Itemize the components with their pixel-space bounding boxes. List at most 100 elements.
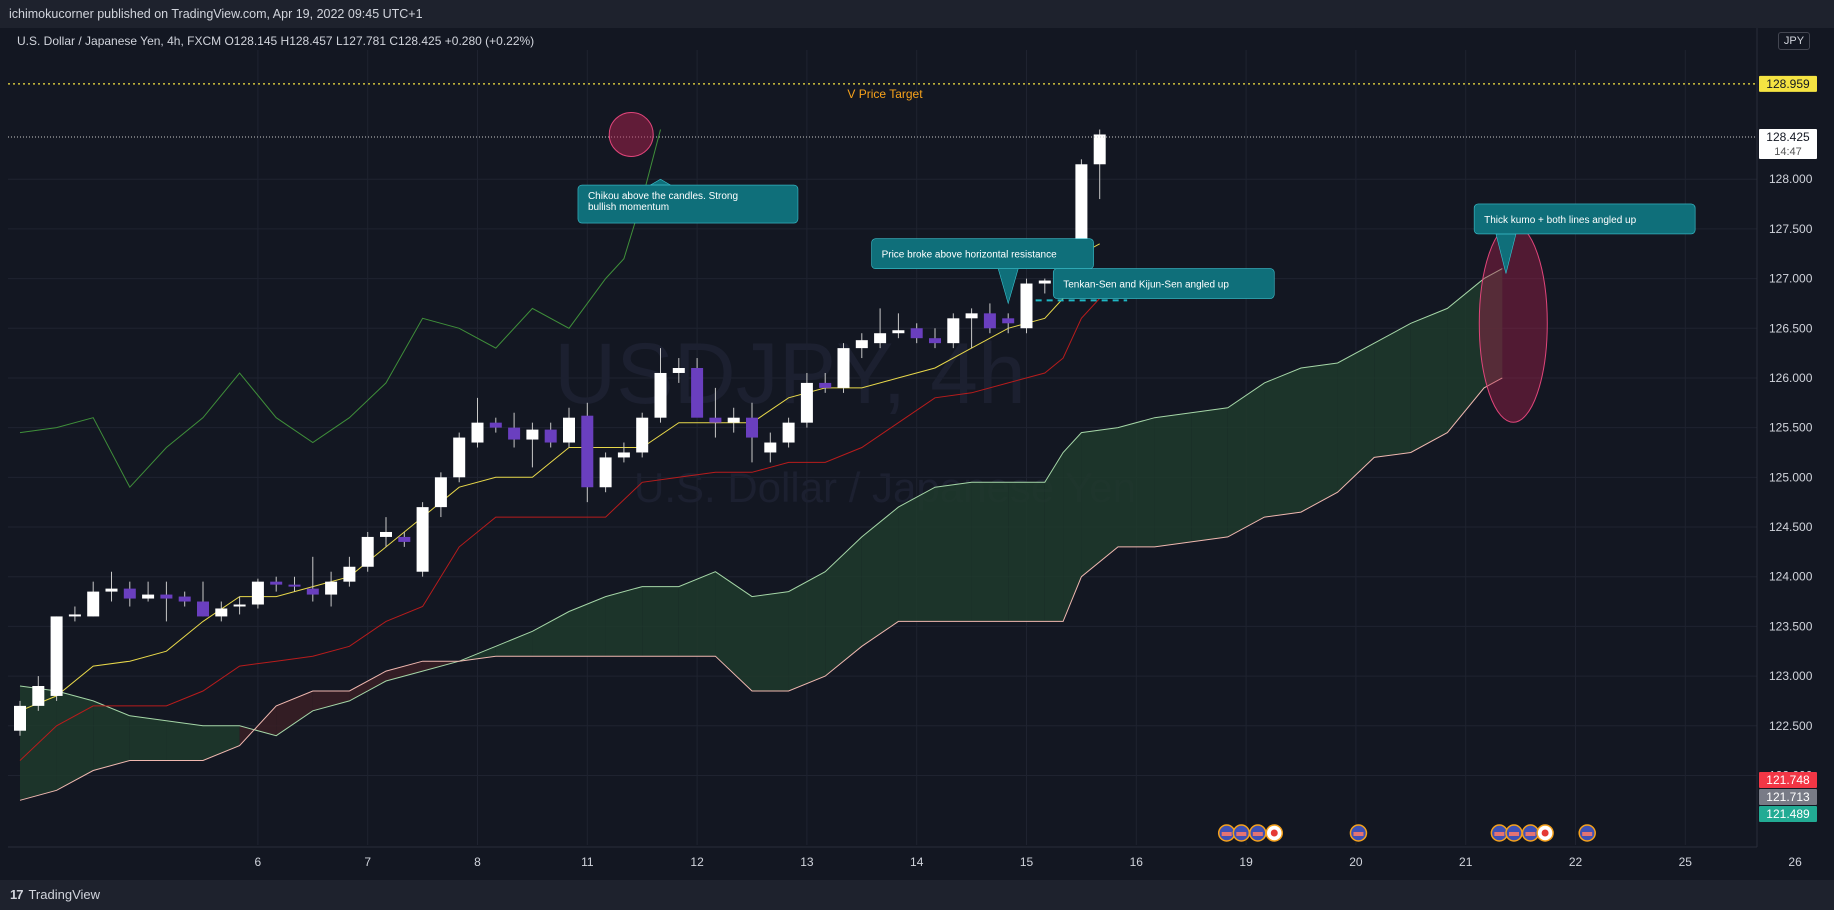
kumo-cloud-segment xyxy=(788,571,826,691)
senkou-span-a-line xyxy=(19,268,1503,737)
open-value: 128.145 xyxy=(233,34,278,48)
open-label: O xyxy=(224,34,234,48)
candle-body xyxy=(288,584,301,587)
span-badge-red xyxy=(1759,772,1817,788)
low-label: L xyxy=(335,34,343,48)
price-target-badge xyxy=(1759,75,1817,92)
kumo-cloud-segment xyxy=(898,487,935,622)
y-tick-label: 126.000 xyxy=(1769,371,1813,385)
y-tick-label: 127.000 xyxy=(1769,272,1813,286)
x-tick-label: 14 xyxy=(910,855,924,869)
candle-body xyxy=(910,328,923,339)
candle-body xyxy=(270,581,283,585)
kumo-cloud-segment xyxy=(349,671,386,701)
candle-body xyxy=(782,422,795,443)
candle-body xyxy=(87,591,100,617)
published-header: ichimokucorner published on TradingView.… xyxy=(0,0,1834,28)
current-price-countdown: 14:47 xyxy=(1774,146,1802,158)
x-tick-label: 13 xyxy=(800,855,814,869)
candle-body xyxy=(398,536,411,542)
candle-body xyxy=(1075,164,1088,249)
kumo-cloud-segment xyxy=(752,591,789,691)
candle-body xyxy=(983,313,996,329)
candle-body xyxy=(617,452,630,458)
price-target-badge-text: 128.959 xyxy=(1766,77,1810,91)
ohlc-legend: U.S. Dollar / Japanese Yen, 4h, FXCM O12… xyxy=(17,34,534,48)
candle-body xyxy=(709,417,722,423)
span-badge-red-text: 121.748 xyxy=(1766,773,1810,787)
tradingview-logo-icon[interactable]: 17 xyxy=(10,887,24,902)
tradingview-brand[interactable]: TradingView xyxy=(28,887,101,902)
x-tick-label: 12 xyxy=(690,855,704,869)
x-tick-label: 25 xyxy=(1679,855,1693,869)
published-text: ichimokucorner published on TradingView.… xyxy=(9,7,423,21)
x-tick-label: 19 xyxy=(1239,855,1253,869)
candle-body xyxy=(581,415,594,488)
kumo-cloud-segment xyxy=(1337,343,1375,493)
candle-body xyxy=(563,417,575,443)
kumo-cloud-segment xyxy=(1374,323,1411,458)
kumo-cloud-segment xyxy=(532,611,569,657)
low-value: 127.781 xyxy=(342,34,387,48)
candle-body xyxy=(1093,134,1106,165)
candle-body xyxy=(654,372,667,418)
candle-body xyxy=(929,338,941,344)
y-tick-label: 124.000 xyxy=(1769,570,1813,584)
candle-body xyxy=(160,594,173,599)
y-tick-label: 125.500 xyxy=(1769,421,1813,435)
kumo-cloud-segment xyxy=(386,661,423,682)
currency-button[interactable]: JPY xyxy=(1778,32,1810,50)
candle-body xyxy=(453,437,466,478)
price-axis-bg xyxy=(1757,28,1834,880)
y-tick-label: 123.000 xyxy=(1769,669,1813,683)
close-label: C xyxy=(389,34,399,48)
candle-body xyxy=(746,417,758,438)
kumo-cloud-segment xyxy=(1008,482,1045,622)
price-target-label: V Price Target xyxy=(847,87,923,101)
kumo-cloud-segment xyxy=(1191,407,1228,542)
kumo-cloud-segment xyxy=(825,536,862,677)
kumo-cloud-segment xyxy=(166,720,203,761)
kumo-cloud-segment xyxy=(569,596,606,657)
kumo-cloud-segment xyxy=(1264,368,1301,518)
candle-body xyxy=(197,601,209,617)
kumo-highlight-ellipse xyxy=(1478,223,1548,423)
candle-body xyxy=(544,429,557,443)
current-price-badge-text: 128.425 xyxy=(1766,130,1810,144)
kumo-cloud-segment xyxy=(971,482,1009,622)
change-value: +0.280 (+0.22%) xyxy=(444,34,535,48)
candle-body xyxy=(416,507,429,572)
candle-body xyxy=(764,442,777,453)
candle-body xyxy=(14,705,26,731)
kumo-cloud-segment xyxy=(1063,432,1082,622)
kumo-cloud-segment xyxy=(203,725,240,761)
us-flag-stripes xyxy=(1236,832,1247,836)
candle-body xyxy=(1002,318,1015,324)
candle-body xyxy=(489,422,502,428)
callout-box xyxy=(577,184,799,224)
symbol-label[interactable]: U.S. Dollar / Japanese Yen, 4h, FXCM xyxy=(17,34,222,48)
callout-text: Thick kumo + both lines angled up xyxy=(1484,215,1636,226)
span-badge-green xyxy=(1759,806,1817,822)
kumo-cloud-segment xyxy=(1044,452,1064,622)
x-tick-label: 7 xyxy=(364,855,371,869)
candle-body xyxy=(325,581,338,595)
x-tick-label: 11 xyxy=(581,855,594,869)
y-tick-label: 122.500 xyxy=(1769,719,1813,733)
candle-body xyxy=(874,333,887,344)
candle-body xyxy=(142,594,155,599)
candle-body xyxy=(233,604,246,607)
callout-text-line: Thick kumo + both lines angled up xyxy=(1484,215,1636,226)
candle-body xyxy=(178,596,191,602)
callout-box xyxy=(1473,203,1696,235)
us-flag-stripes xyxy=(1509,832,1519,836)
current-price-badge xyxy=(1759,128,1817,159)
candle-body xyxy=(819,382,832,388)
kumo-cloud-segment xyxy=(935,482,972,622)
japan-flag-dot xyxy=(1270,829,1278,837)
senkou-span-b-line xyxy=(19,377,1503,801)
candle-body xyxy=(68,614,81,617)
y-tick-label: 124.500 xyxy=(1769,520,1813,534)
x-tick-label: 15 xyxy=(1020,855,1034,869)
